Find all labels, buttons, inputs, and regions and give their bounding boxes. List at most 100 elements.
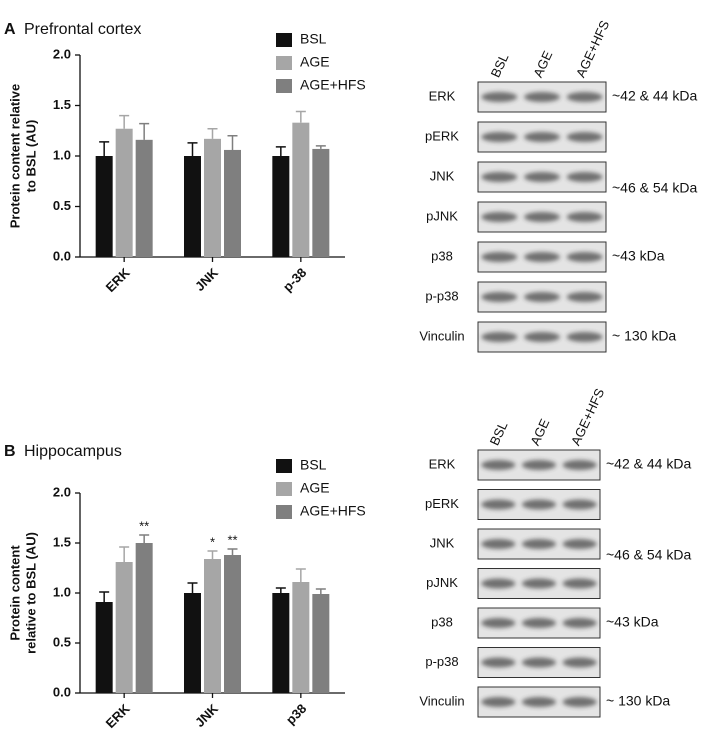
y-axis-label: Protein content [7,545,22,641]
error-bar [187,582,198,593]
blot-band [521,618,557,628]
blot-band [481,539,516,549]
bar [204,138,221,257]
blot-band [521,460,557,470]
y-tick-label: 2.0 [53,46,71,61]
significance-mark: ** [139,518,149,533]
legend-swatch [276,482,292,496]
blot-label: p38 [431,614,453,629]
bar [115,562,133,693]
blot-band [566,92,603,102]
size-label: ~46 & 54 kDa [606,547,691,563]
legend-label: AGE [300,54,330,70]
legend-swatch [276,79,292,93]
blot-band [562,618,597,628]
y-tick-label: 1.5 [53,534,71,549]
blot-band [566,332,603,342]
error-bar [275,587,286,593]
error-bar [295,110,306,123]
legend-label: AGE+HFS [300,77,366,93]
error-bar [295,568,306,582]
y-tick-label: 2.0 [53,484,71,499]
legend-label: AGE [300,480,330,496]
y-tick-label: 0.0 [53,684,71,699]
y-tick-label: 1.0 [53,584,71,599]
blot-band [481,132,518,142]
size-label: ~ 130 kDa [606,693,670,709]
blot-band [481,212,518,222]
blot-band [562,657,597,668]
bar [312,148,330,257]
blot-label: ERK [429,88,456,103]
blot-label: Vinculin [419,328,464,343]
y-tick-label: 0.5 [53,198,71,213]
size-label: ~ 130 kDa [612,328,676,344]
panel-letter: B [4,443,16,460]
blot-band [481,499,516,510]
error-bar [119,114,130,129]
legend-label: BSL [300,31,327,47]
blot-label: pJNK [426,575,458,590]
blot-band [521,697,557,707]
blot-band [481,172,518,182]
legend-swatch [276,505,292,519]
size-label: ~43 kDa [606,614,659,630]
legend-swatch [276,459,292,473]
error-bar [315,145,326,149]
y-axis-label: relative to BSL (AU) [23,532,38,654]
blot-label: p-p38 [425,288,458,303]
error-bar [99,141,110,156]
y-axis-label: Protein content relative [7,84,22,228]
blot-band [481,460,516,470]
blot-band [481,292,518,302]
blot-band [524,332,560,342]
blot-band [481,578,516,589]
legend-label: AGE+HFS [300,503,366,519]
size-label: ~46 & 54 kDa [612,180,697,196]
significance-mark: ** [227,532,237,547]
error-bar [119,546,130,562]
blot-band [566,172,603,182]
bar [95,156,113,257]
blot-label: p-p38 [425,654,458,669]
blot-band [481,618,516,628]
size-label: ~43 kDa [612,248,665,264]
blot-label: JNK [430,168,455,183]
error-bar [227,135,238,150]
error-bar [227,548,238,555]
bar [224,555,241,693]
blot-band [524,292,560,302]
blot-label: pJNK [426,208,458,223]
error-bar [207,550,218,559]
chart-title: Prefrontal cortex [24,21,141,38]
blot-label: pERK [425,128,459,143]
legend-swatch [276,56,292,70]
blot-label: p38 [431,248,453,263]
panel-letter: A [4,21,16,38]
bar [184,593,201,693]
chart-title: Hippocampus [24,443,122,460]
error-bar [139,122,150,140]
blot-band [524,212,560,222]
y-tick-label: 0.5 [53,634,71,649]
blot-band [481,252,518,262]
error-bar [315,588,326,594]
significance-mark: * [210,534,215,549]
bar [224,149,241,257]
blot-band [521,657,557,668]
y-tick-label: 0.0 [53,248,71,263]
blot-band [562,539,597,549]
error-bar [207,127,218,139]
blot-band [562,578,597,589]
blot-band [566,252,603,262]
y-tick-label: 1.0 [53,147,71,162]
blot-band [521,499,557,510]
bar [135,139,153,257]
bar [95,602,113,693]
blot-band [521,539,557,549]
y-axis-label: to BSL (AU) [23,120,38,193]
error-bar [139,534,150,543]
blot-band [524,92,560,102]
